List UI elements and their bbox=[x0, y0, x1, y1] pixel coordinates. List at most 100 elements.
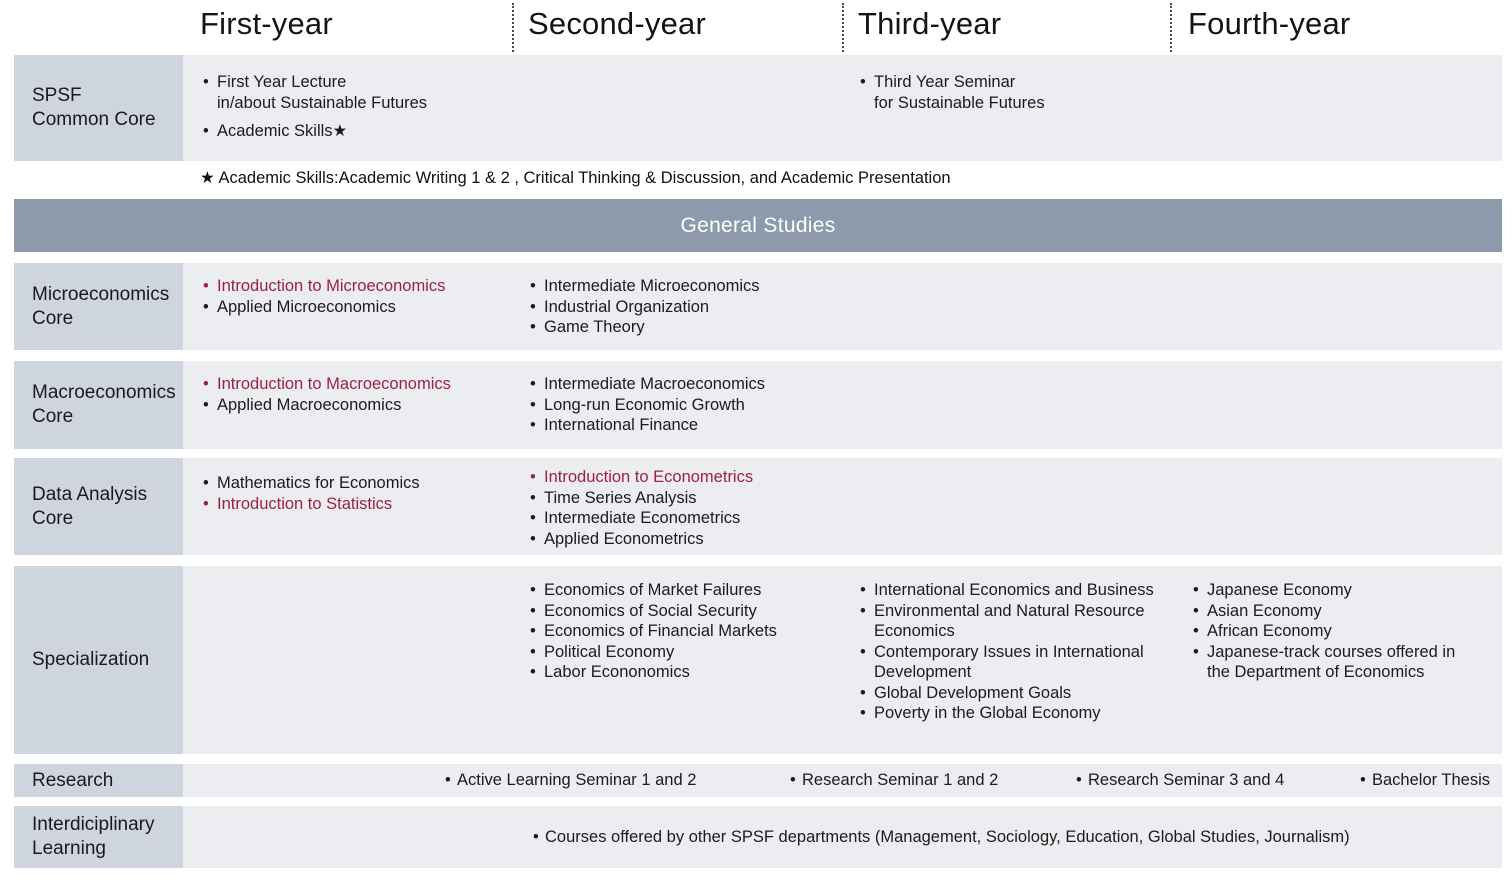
year-cell-spsf-common-core-col0: • First Year Lecture in/about Sustainable … bbox=[203, 72, 427, 142]
course-item: • Third Year Seminar for Sustainable Futur… bbox=[860, 72, 1045, 113]
course-item-line: Applied Microeconomics bbox=[217, 297, 396, 316]
course-item-line: Economics bbox=[874, 622, 955, 640]
header-column-fourth-year: Fourth-year bbox=[1188, 6, 1351, 41]
bullet-icon: • bbox=[530, 375, 536, 393]
bullet-icon: • bbox=[1193, 581, 1199, 599]
curriculum-row-specialization: Specialization • Economics of Market Failu… bbox=[14, 566, 1502, 754]
course-item: • First Year Lecture in/about Sustainable … bbox=[203, 72, 427, 113]
course-item: • Poverty in the Global Economy bbox=[860, 703, 1154, 724]
course-item: • Applied Microeconomics bbox=[203, 297, 445, 318]
bullet-icon: • bbox=[203, 395, 209, 414]
bullet-icon: • bbox=[860, 704, 866, 722]
general-studies-label: General Studies bbox=[680, 213, 836, 237]
course-item: • Mathematics for Economics bbox=[203, 473, 420, 494]
curriculum-row-macroeconomics-core: Macroeconomics Core • Introduction to Macro… bbox=[14, 361, 1502, 449]
course-item-line: Global Development Goals bbox=[874, 683, 1072, 702]
research-item: • Research Seminar 1 and 2 bbox=[790, 770, 998, 791]
research-item-text: Bachelor Thesis bbox=[1372, 771, 1491, 789]
curriculum-row-microeconomics-core: Microeconomics Core • Introduction to Micro… bbox=[14, 263, 1502, 350]
bullet-icon: • bbox=[1360, 771, 1366, 789]
course-item: • Introduction to Econometrics bbox=[530, 467, 753, 488]
bullet-icon: • bbox=[530, 395, 536, 414]
bullet-icon: • bbox=[860, 581, 866, 599]
research-item: • Research Seminar 3 and 4 bbox=[1076, 770, 1284, 791]
row-label-text: Core bbox=[32, 307, 74, 329]
course-item-line: Environmental and Natural Resource bbox=[874, 601, 1145, 620]
course-item-line: First Year Lecture bbox=[217, 73, 347, 91]
course-item-line: Economics of Market Failures bbox=[544, 581, 762, 599]
course-item: • Contemporary Issues in International Dev… bbox=[860, 642, 1154, 683]
course-item: • Japanese Economy bbox=[1193, 580, 1455, 601]
interdisciplinary-item-text: Courses offered by other SPSF department… bbox=[545, 828, 1350, 846]
bullet-icon: • bbox=[445, 771, 451, 789]
course-item: • Academic Skills★ bbox=[203, 121, 427, 142]
bullet-icon: • bbox=[860, 73, 866, 91]
header-column-third-year: Third-year bbox=[858, 6, 1002, 41]
course-item: • Economics of Financial Markets bbox=[530, 621, 777, 642]
bullet-icon: • bbox=[1193, 622, 1199, 640]
row-label-macroeconomics-core: Macroeconomics Core bbox=[14, 361, 183, 449]
bullet-icon: • bbox=[860, 642, 866, 661]
research-item-text: Research Seminar 1 and 2 bbox=[802, 771, 999, 789]
course-item-line: Development bbox=[874, 663, 972, 681]
bullet-icon: • bbox=[860, 683, 866, 702]
course-item: • African Economy bbox=[1193, 621, 1455, 642]
course-item: • Intermediate Macroeconomics bbox=[530, 374, 765, 395]
course-item-line: Japanese-track courses offered in bbox=[1207, 642, 1456, 661]
curriculum-row-data-analysis-core: Data Analysis Core • Mathematics for Econom… bbox=[14, 458, 1502, 555]
bullet-icon: • bbox=[203, 277, 209, 295]
bullet-icon: • bbox=[203, 122, 209, 140]
header-separator-dotted bbox=[842, 3, 844, 52]
course-item: • Labor Econonomics bbox=[530, 662, 777, 683]
row-content-spsf-common-core: • First Year Lecture in/about Sustainable … bbox=[183, 55, 1502, 161]
course-item-line: Third Year Seminar bbox=[874, 73, 1016, 91]
course-item: • Introduction to Statistics bbox=[203, 494, 420, 515]
course-item: • Economics of Social Security bbox=[530, 601, 777, 622]
row-label-text: Core bbox=[32, 406, 74, 427]
course-item: • Intermediate Econometrics bbox=[530, 508, 753, 529]
year-cell-macroeconomics-core-col0: • Introduction to Macroeconomics • Applied … bbox=[203, 374, 451, 415]
course-item: • Introduction to Microeconomics bbox=[203, 276, 445, 297]
bullet-icon: • bbox=[203, 474, 209, 492]
course-item: • Global Development Goals bbox=[860, 683, 1154, 704]
course-item: • International Economics and Business bbox=[860, 580, 1154, 601]
bullet-icon: • bbox=[203, 297, 209, 316]
year-cell-spsf-common-core-col2: • Third Year Seminar for Sustainable Futur… bbox=[860, 72, 1045, 113]
row-content-specialization: • Economics of Market Failures • Economics … bbox=[183, 566, 1502, 754]
course-item: • Long-run Economic Growth bbox=[530, 395, 765, 416]
course-item: • Game Theory bbox=[530, 317, 760, 338]
bullet-icon: • bbox=[530, 622, 536, 640]
course-item-line: Academic Skills★ bbox=[217, 122, 348, 140]
course-item-line: Mathematics for Economics bbox=[217, 474, 420, 492]
row-label-data-analysis-core: Data Analysis Core bbox=[14, 458, 183, 555]
curriculum-row-spsf-common-core: SPSF Common Core • First Year Lecture in/abo… bbox=[14, 55, 1502, 161]
bullet-icon: • bbox=[790, 771, 796, 789]
course-item-line: Long-run Economic Growth bbox=[544, 395, 745, 414]
year-cell-data-analysis-core-col1: • Introduction to Econometrics • Time Serie… bbox=[530, 467, 753, 549]
curriculum-row-interdisciplinary-learning: Interdiciplinary Learning • Courses offered… bbox=[14, 806, 1502, 868]
course-item: • Environmental and Natural Resource Econo… bbox=[860, 601, 1154, 642]
bullet-icon: • bbox=[530, 581, 536, 599]
academic-skills-footnote: ★ Academic Skills:Academic Writing 1 & 2… bbox=[200, 169, 951, 187]
bullet-icon: • bbox=[530, 601, 536, 620]
course-item-line: Poverty in the Global Economy bbox=[874, 704, 1101, 722]
course-item-line: Introduction to Macroeconomics bbox=[217, 375, 451, 393]
bullet-icon: • bbox=[203, 73, 209, 91]
course-item: • Asian Economy bbox=[1193, 601, 1455, 622]
header-column-first-year: First-year bbox=[200, 6, 333, 41]
course-item: • International Finance bbox=[530, 415, 765, 436]
course-item-line: Introduction to Microeconomics bbox=[217, 277, 446, 295]
research-item: • Active Learning Seminar 1 and 2 bbox=[445, 770, 696, 791]
course-item-line: Applied Macroeconomics bbox=[217, 395, 402, 414]
course-item-line: International Finance bbox=[544, 416, 699, 434]
course-item-line: Asian Economy bbox=[1207, 601, 1322, 620]
row-content-interdisciplinary-learning: • Courses offered by other SPSF departmen… bbox=[183, 806, 1502, 868]
bullet-icon: • bbox=[530, 277, 536, 295]
course-item-line: Introduction to Statistics bbox=[217, 494, 393, 513]
course-item-line: Japanese Economy bbox=[1207, 581, 1352, 599]
course-item-line: Industrial Organization bbox=[544, 297, 710, 316]
course-item-line: Intermediate Macroeconomics bbox=[544, 375, 766, 393]
row-label-text: Interdiciplinary bbox=[32, 814, 155, 835]
bullet-icon: • bbox=[1193, 601, 1199, 620]
